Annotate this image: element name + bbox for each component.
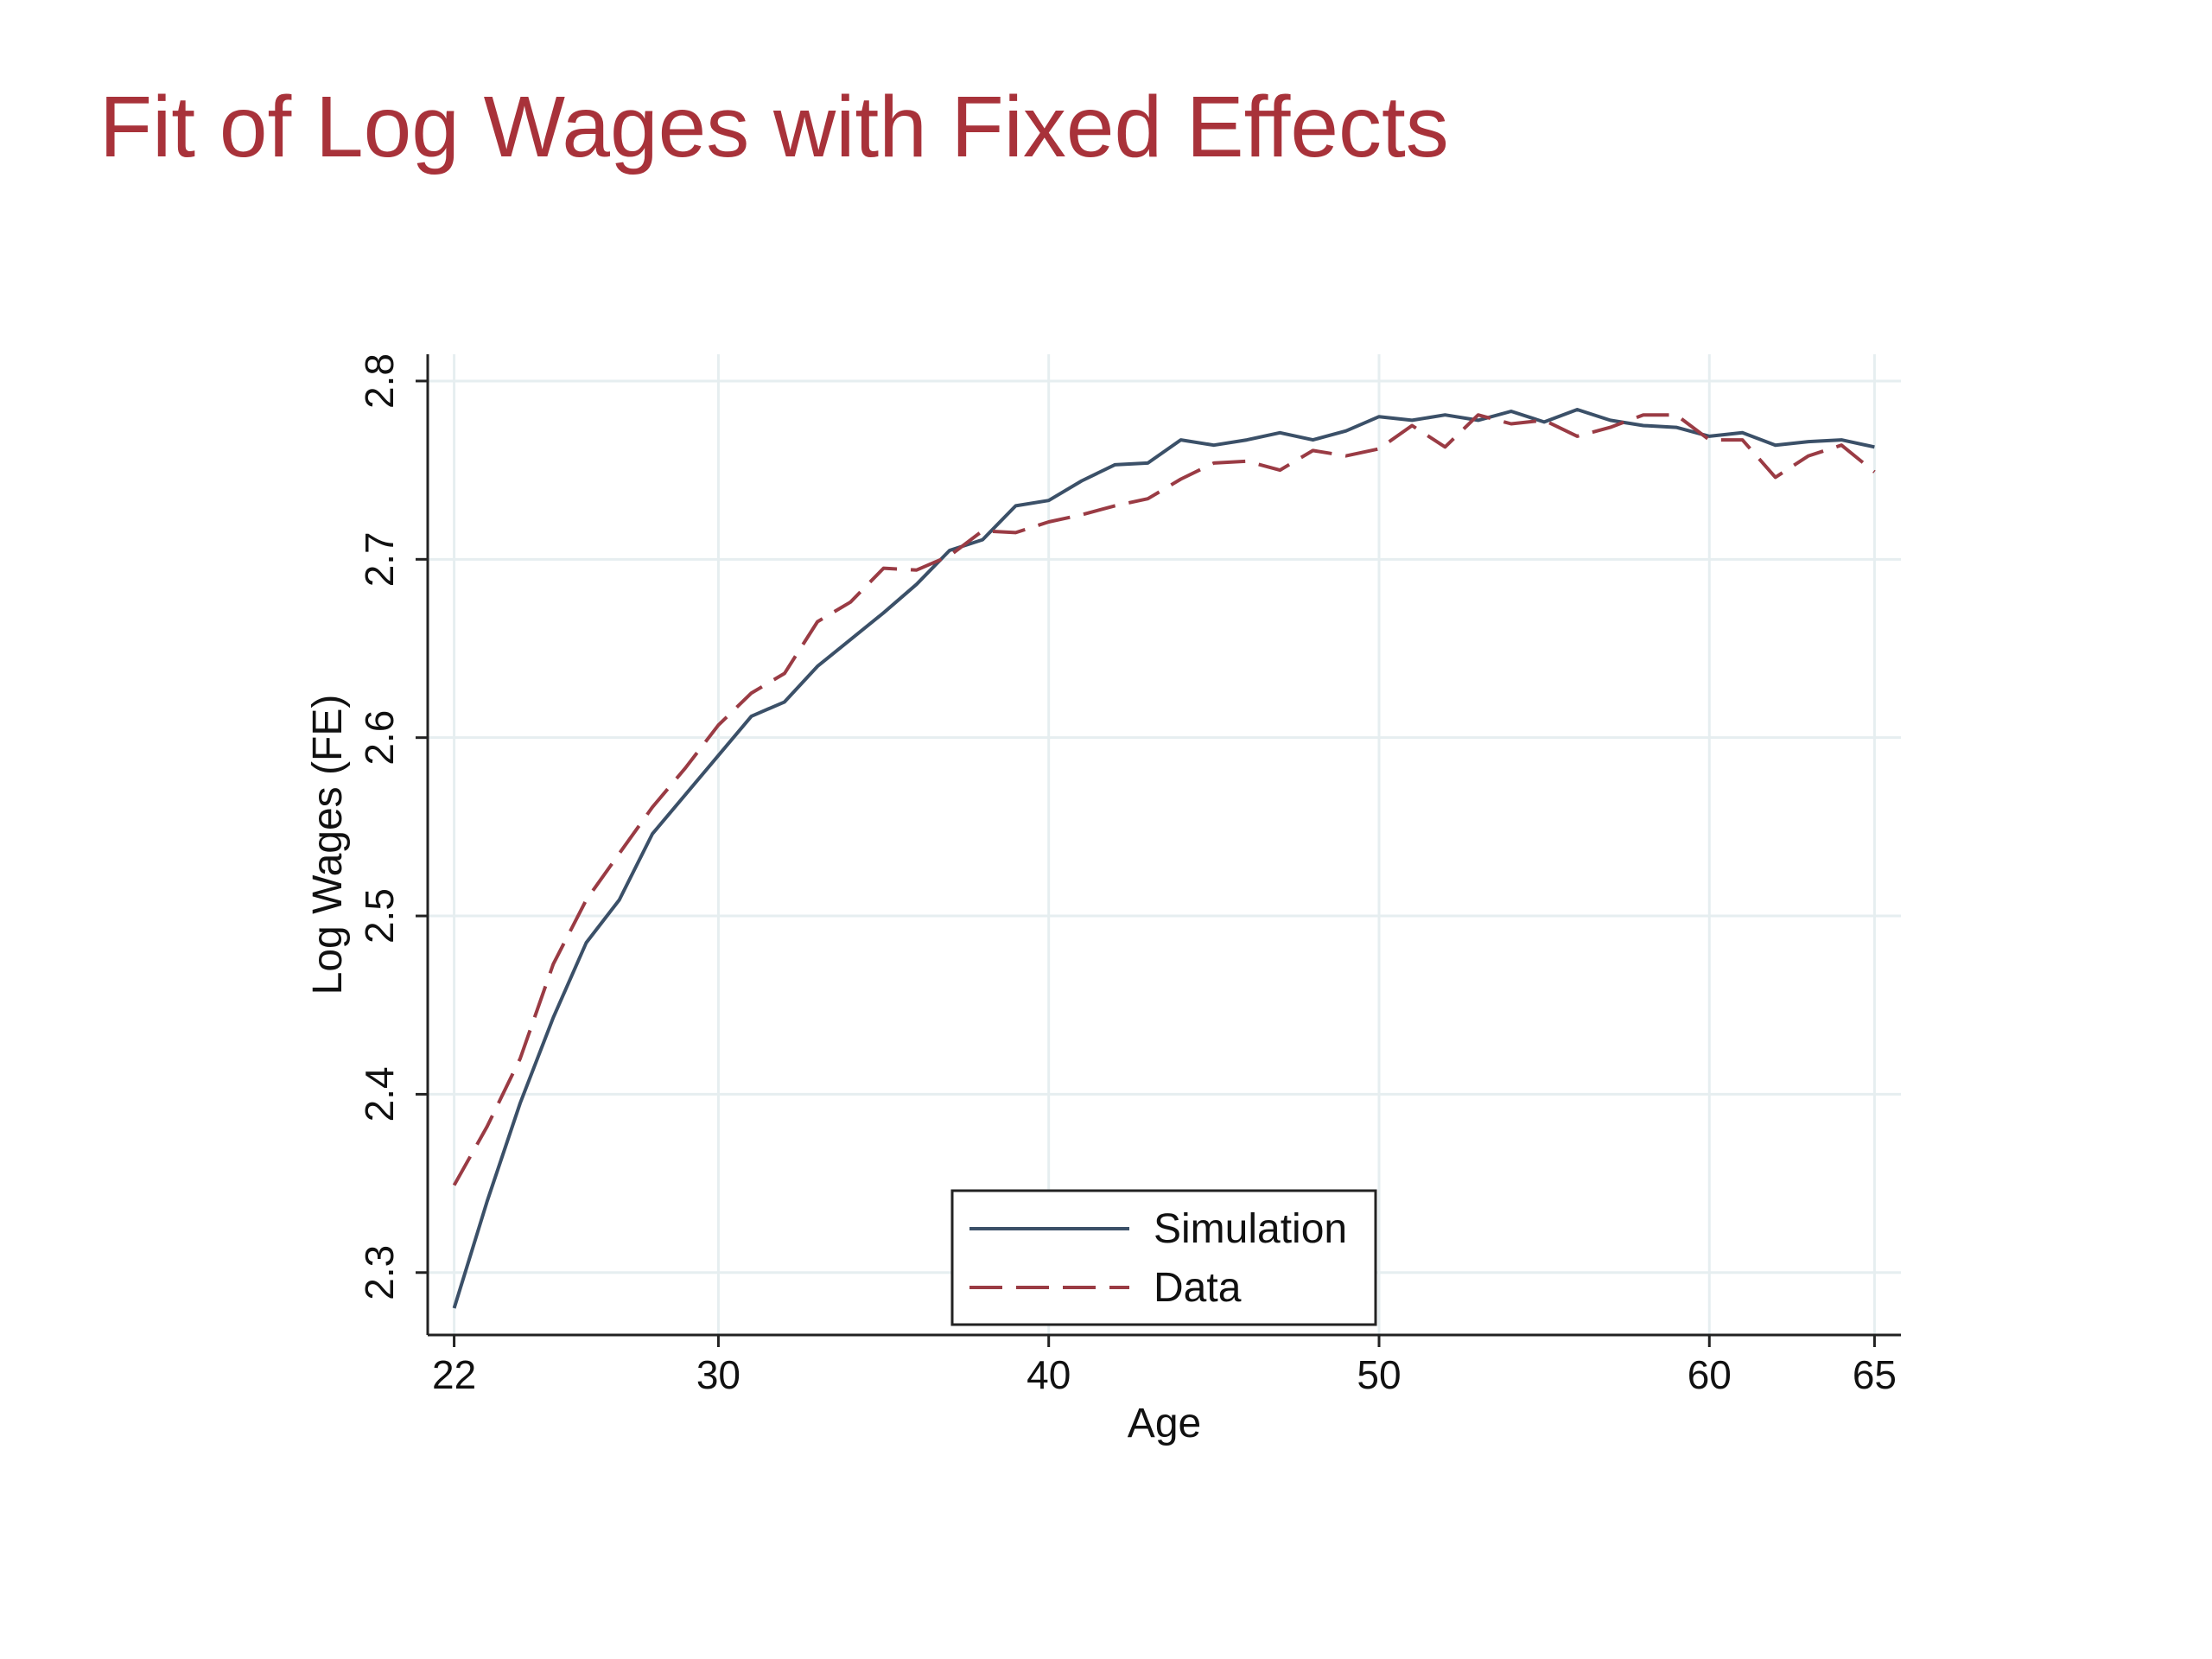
x-tick-label: 60: [1688, 1352, 1732, 1397]
page-title: Fit of Log Wages with Fixed Effects: [99, 79, 1449, 175]
y-tick-label: 2.6: [357, 710, 402, 766]
y-tick-label: 2.8: [357, 353, 402, 409]
series-lines: [452, 408, 1876, 1309]
tick-labels: 22 30 40 50 60 65 2.3 2.4 2.5 2.6 2.7 2.8: [357, 353, 1897, 1397]
y-tick-label: 2.4: [357, 1066, 402, 1122]
axes: [416, 354, 1901, 1347]
series-line-data: [452, 413, 1876, 1186]
x-tick-label: 65: [1853, 1352, 1897, 1397]
legend-box: [950, 1189, 1377, 1326]
y-tick-label: 2.7: [357, 531, 402, 587]
grid-lines: [428, 354, 1901, 1335]
legend-label-data: Data: [1154, 1265, 1242, 1311]
x-tick-label: 22: [432, 1352, 476, 1397]
x-tick-label: 50: [1357, 1352, 1401, 1397]
legend: Simulation Data: [950, 1189, 1377, 1326]
y-tick-label: 2.3: [357, 1245, 402, 1300]
y-axis-label: Log Wages (FE): [305, 695, 351, 995]
y-tick-label: 2.5: [357, 888, 402, 944]
legend-label-simulation: Simulation: [1154, 1206, 1347, 1252]
x-tick-label: 40: [1027, 1352, 1071, 1397]
x-tick-label: 30: [696, 1352, 741, 1397]
series-line-simulation: [452, 408, 1875, 1309]
x-axis-label: Age: [1128, 1401, 1201, 1446]
